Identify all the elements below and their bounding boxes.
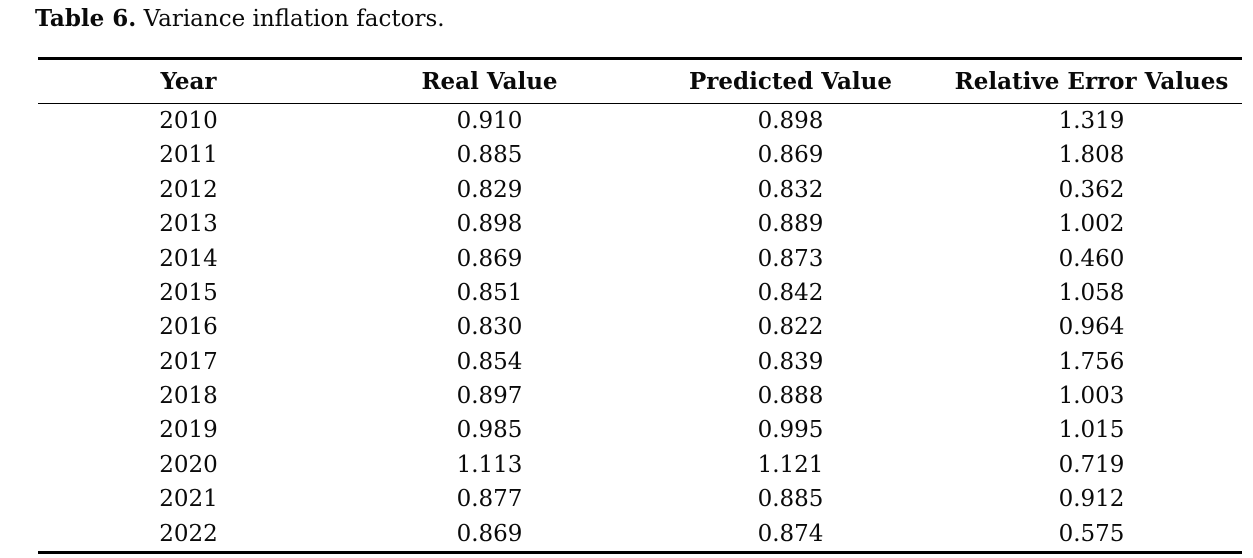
value-cell: 0.898 [456, 211, 523, 238]
value-cell: 0.575 [1058, 520, 1125, 547]
value-cell: 0.874 [757, 520, 824, 547]
value-cell: 0.912 [1058, 486, 1125, 513]
value-cell: 0.888 [757, 383, 824, 409]
value-cell: 0.869 [456, 520, 523, 547]
year-cell: 2018 [159, 383, 218, 409]
table-row: 2010 0.910 0.898 1.319 [38, 104, 1242, 139]
value-cell: 0.885 [456, 142, 523, 169]
value-cell: 0.854 [456, 348, 523, 375]
value-cell: 0.839 [757, 348, 824, 375]
value-cell: 0.869 [456, 245, 523, 272]
value-cell: 1.808 [1058, 142, 1125, 169]
value-cell: 0.832 [757, 176, 824, 203]
value-cell: 0.830 [456, 314, 523, 341]
value-cell: 1.015 [1058, 417, 1125, 444]
table-header-row: Year Real Value Predicted Value Relative Er… [38, 58, 1242, 104]
table-row: 2013 0.898 0.889 1.002 [38, 207, 1242, 241]
table-row: 2019 0.985 0.995 1.015 [38, 413, 1242, 447]
year-cell: 2014 [159, 245, 218, 272]
value-cell: 0.873 [757, 245, 824, 272]
value-cell: 0.910 [456, 108, 523, 134]
table-head: Year Real Value Predicted Value Relative Er… [38, 58, 1242, 104]
table-row: 2018 0.897 0.888 1.003 [38, 379, 1242, 413]
value-cell: 1.756 [1058, 348, 1125, 375]
table-caption-label: Table 6. [35, 5, 137, 32]
value-cell: 0.842 [757, 279, 824, 306]
year-cell: 2020 [159, 451, 218, 478]
value-cell: 0.897 [456, 383, 523, 409]
table-row: 2014 0.869 0.873 0.460 [38, 242, 1242, 276]
value-cell: 1.319 [1058, 108, 1125, 134]
value-cell: 1.003 [1058, 383, 1125, 409]
value-cell: 1.113 [456, 451, 523, 478]
year-cell: 2019 [159, 417, 218, 444]
value-cell: 0.898 [757, 108, 824, 134]
table-row: 2015 0.851 0.842 1.058 [38, 276, 1242, 310]
table-row: 2022 0.869 0.874 0.575 [38, 517, 1242, 553]
year-cell: 2021 [159, 486, 218, 513]
year-cell: 2011 [159, 142, 218, 169]
value-cell: 0.877 [456, 486, 523, 513]
year-cell: 2017 [159, 348, 218, 375]
table-body: 2010 0.910 0.898 1.319 2011 0.885 0.869 1.808 20… [38, 104, 1242, 553]
column-header-relative-error-values: Relative Error Values [941, 58, 1242, 104]
table-row: 2021 0.877 0.885 0.912 [38, 482, 1242, 516]
value-cell: 0.964 [1058, 314, 1125, 341]
column-header-predicted-value: Predicted Value [640, 58, 941, 104]
value-cell: 0.985 [456, 417, 523, 444]
value-cell: 0.829 [456, 176, 523, 203]
value-cell: 1.121 [757, 451, 824, 478]
table-row: 2016 0.830 0.822 0.964 [38, 310, 1242, 344]
value-cell: 0.460 [1058, 245, 1125, 272]
table-caption: Table 6. Variance inflation factors. [35, 4, 445, 34]
value-cell: 0.851 [456, 279, 523, 306]
value-cell: 0.719 [1058, 451, 1125, 478]
variance-inflation-table: Year Real Value Predicted Value Relative Er… [38, 57, 1242, 554]
column-header-real-value: Real Value [339, 58, 640, 104]
year-cell: 2022 [159, 520, 218, 547]
value-cell: 0.885 [757, 486, 824, 513]
year-cell: 2010 [159, 108, 218, 134]
year-cell: 2016 [159, 314, 218, 341]
table-row: 2011 0.885 0.869 1.808 [38, 138, 1242, 172]
year-cell: 2013 [159, 211, 218, 238]
table-row: 2017 0.854 0.839 1.756 [38, 345, 1242, 379]
table-caption-text: Variance inflation factors. [143, 6, 445, 32]
value-cell: 0.869 [757, 142, 824, 169]
year-cell: 2012 [159, 176, 218, 203]
value-cell: 0.362 [1058, 176, 1125, 203]
value-cell: 0.889 [757, 211, 824, 238]
value-cell: 1.002 [1058, 211, 1125, 238]
value-cell: 0.822 [757, 314, 824, 341]
column-header-year: Year [38, 58, 339, 104]
value-cell: 0.995 [757, 417, 824, 444]
table-row: 2020 1.113 1.121 0.719 [38, 448, 1242, 482]
caption-spacer [136, 6, 143, 32]
value-cell: 1.058 [1058, 279, 1125, 306]
table-row: 2012 0.829 0.832 0.362 [38, 173, 1242, 207]
year-cell: 2015 [159, 279, 218, 306]
